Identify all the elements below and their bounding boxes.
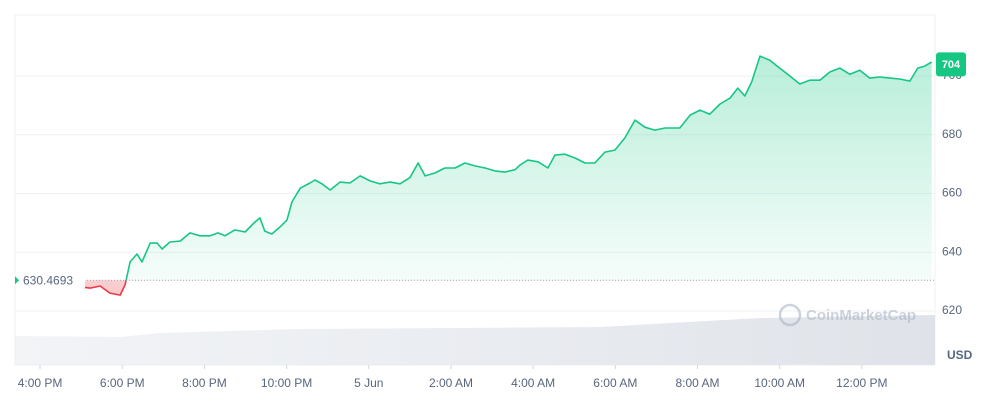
x-tick-label: 6:00 PM xyxy=(100,376,145,390)
watermark-logo xyxy=(778,303,802,327)
x-tick-label: 4:00 PM xyxy=(18,376,63,390)
x-tick-label: 8:00 AM xyxy=(675,376,719,390)
y-tick-label: 620 xyxy=(942,303,962,317)
x-tick-label: 10:00 PM xyxy=(261,376,312,390)
overlay: 6206406606807004:00 PM6:00 PM8:00 PM10:0… xyxy=(15,52,966,390)
y-tick-label: 680 xyxy=(942,127,962,141)
x-tick-label: 2:00 AM xyxy=(429,376,473,390)
price-tag-label: 704 xyxy=(942,59,961,71)
volume-band xyxy=(15,315,935,365)
baseline-label: 630.4693 xyxy=(23,273,73,287)
x-tick-label: 4:00 AM xyxy=(511,376,555,390)
x-tick-label: 10:00 AM xyxy=(754,376,805,390)
price-tag xyxy=(936,52,966,77)
watermark-text: CoinMarketCap xyxy=(806,307,916,324)
y-axis-label: USD xyxy=(947,348,973,362)
price-area xyxy=(79,56,932,296)
x-tick-label: 6:00 AM xyxy=(593,376,637,390)
price-line xyxy=(79,55,933,296)
x-tick-label: 12:00 PM xyxy=(836,376,887,390)
watermark: CoinMarketCap xyxy=(778,303,916,327)
y-tick-label: 640 xyxy=(942,244,962,258)
y-tick-label: 660 xyxy=(942,186,962,200)
x-tick-label: 5 Jun xyxy=(354,376,383,390)
marks xyxy=(15,55,935,296)
baseline-label-bg xyxy=(21,272,85,289)
x-tick-label: 8:00 PM xyxy=(182,376,227,390)
baseline-marker xyxy=(15,276,19,285)
